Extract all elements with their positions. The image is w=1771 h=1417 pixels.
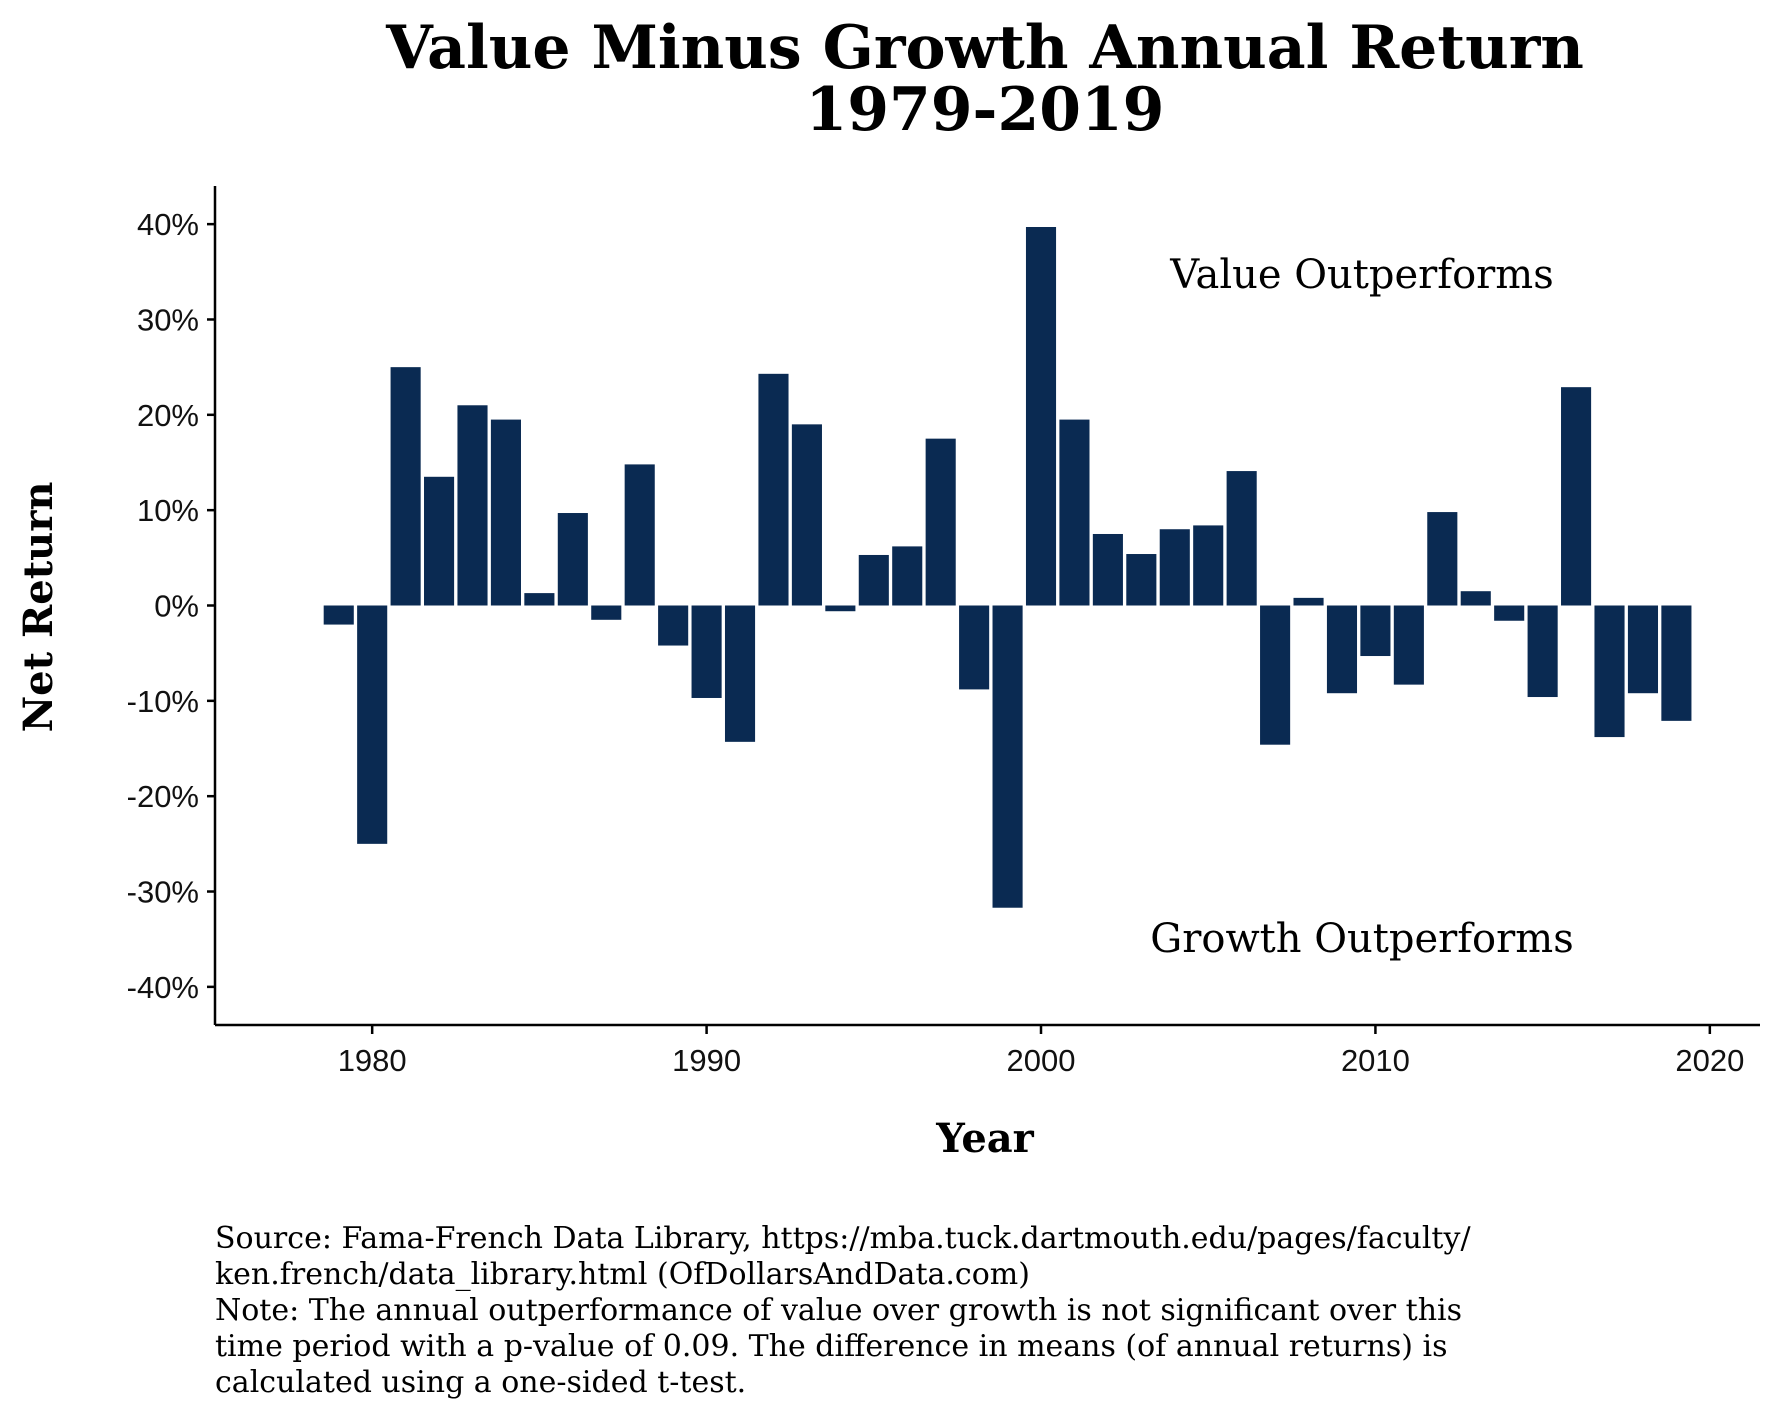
bar-1991 — [724, 605, 756, 742]
y-tick-label: -10% — [127, 684, 199, 719]
bar-1979 — [323, 605, 354, 625]
bar-1986 — [557, 513, 588, 606]
bar-1982 — [424, 476, 455, 606]
bar-1985 — [524, 593, 555, 606]
x-tick-label: 2020 — [1675, 1043, 1744, 1078]
x-tick-label: 1980 — [338, 1043, 407, 1078]
bar-1980 — [357, 605, 388, 844]
bars-group — [323, 227, 1692, 908]
bar-2001 — [1059, 419, 1090, 606]
footer-line-1: Source: Fama-French Data Library, https:… — [215, 1221, 1471, 1256]
bar-2004 — [1159, 529, 1190, 606]
y-axis: -40% -30% -20% -10% 0% 10% 20% 30% 40% — [127, 207, 215, 1005]
bar-1989 — [658, 605, 689, 646]
y-tick-label: 10% — [137, 493, 199, 528]
bar-2013 — [1460, 591, 1491, 606]
bar-2015 — [1527, 605, 1558, 698]
footer-caption: Source: Fama-French Data Library, https:… — [215, 1221, 1471, 1400]
bar-2017 — [1594, 605, 1625, 738]
chart-title-line-1: Value Minus Growth Annual Return — [385, 13, 1584, 83]
bar-2011 — [1393, 605, 1424, 685]
bar-2008 — [1293, 597, 1324, 606]
bar-2014 — [1494, 605, 1525, 621]
y-tick-label: -20% — [127, 779, 199, 814]
bar-2000 — [1025, 227, 1057, 606]
bar-1987 — [591, 605, 622, 620]
footer-line-2: ken.french/data_library.html (OfDollarsA… — [215, 1257, 1030, 1292]
y-axis-title: Net Return — [15, 482, 62, 733]
x-tick-label: 2010 — [1341, 1043, 1410, 1078]
bar-2005 — [1193, 525, 1224, 606]
y-tick-label: 40% — [137, 207, 199, 242]
x-axis: 1980 1990 2000 2010 2020 — [338, 1025, 1744, 1078]
bar-2002 — [1092, 533, 1123, 606]
bar-1988 — [624, 464, 655, 606]
bar-2019 — [1661, 605, 1692, 721]
footer-line-3: Note: The annual outperformance of value… — [215, 1293, 1462, 1328]
bar-2010 — [1360, 605, 1391, 657]
chart-title-line-2: 1979-2019 — [806, 75, 1165, 145]
bar-2016 — [1561, 387, 1592, 606]
bar-1990 — [691, 605, 722, 698]
bar-2018 — [1627, 605, 1659, 694]
bar-1992 — [758, 373, 789, 606]
bar-1999 — [992, 605, 1023, 908]
bar-1997 — [925, 438, 956, 606]
annotation-growth-outperforms: Growth Outperforms — [1150, 916, 1573, 962]
bar-2012 — [1427, 512, 1458, 606]
bar-2006 — [1226, 471, 1257, 606]
bar-1984 — [490, 419, 521, 606]
y-tick-label: 30% — [137, 302, 199, 337]
annotation-value-outperforms: Value Outperforms — [1169, 252, 1554, 298]
bar-1993 — [791, 424, 822, 606]
x-tick-label: 1990 — [672, 1043, 741, 1078]
bar-2007 — [1260, 605, 1291, 745]
bar-1998 — [959, 605, 990, 690]
footer-line-4: time period with a p-value of 0.09. The … — [215, 1329, 1447, 1364]
bar-1996 — [892, 546, 923, 606]
bar-1994 — [825, 605, 856, 612]
bar-2009 — [1326, 605, 1358, 694]
x-tick-label: 2000 — [1007, 1043, 1076, 1078]
y-tick-label: -30% — [127, 875, 199, 910]
footer-line-5: calculated using a one-sided t-test. — [215, 1365, 746, 1400]
bar-1995 — [858, 554, 889, 606]
bar-1981 — [390, 367, 421, 606]
x-axis-title: Year — [935, 1115, 1034, 1162]
y-tick-label: 20% — [137, 398, 199, 433]
y-tick-label: 0% — [154, 589, 199, 624]
bar-1983 — [457, 405, 488, 606]
bar-2003 — [1126, 554, 1157, 606]
y-tick-label: -40% — [127, 970, 199, 1005]
